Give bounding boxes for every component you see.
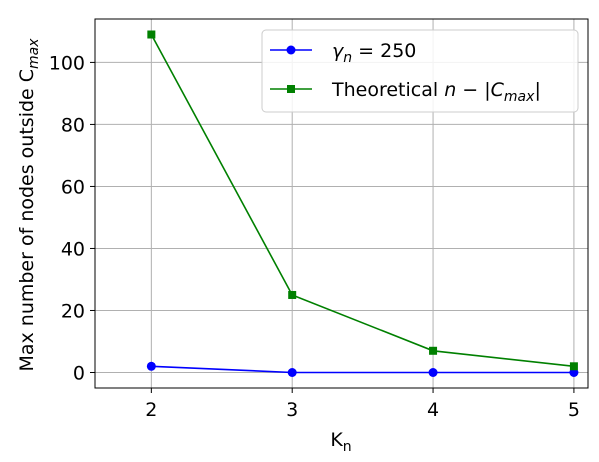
series-layer [146, 30, 579, 377]
data-point [569, 362, 578, 371]
data-point [288, 290, 297, 299]
legend-label-gamma: γn = 250 [332, 40, 416, 66]
y-tick-label: 40 [61, 238, 85, 260]
series-line-0 [151, 365, 574, 374]
legend-marker-gamma [286, 45, 296, 55]
data-point [428, 367, 438, 377]
series-line-1 [150, 34, 575, 368]
legend: γn = 250 Theoretical n − |Cmax| [261, 29, 579, 113]
data-point [287, 367, 297, 377]
x-tick-label: 4 [427, 399, 439, 421]
y-tick-label: 80 [61, 114, 85, 136]
y-tick-label: 20 [61, 300, 85, 322]
y-tick-label: 60 [61, 176, 85, 198]
x-tick-label: 2 [145, 399, 157, 421]
x-tick-label: 5 [568, 399, 580, 421]
legend-box [261, 29, 579, 113]
y-ticks: 0 20 40 60 80 100 [49, 52, 95, 384]
x-axis-label: Kn [330, 429, 351, 455]
data-point [147, 30, 156, 39]
y-axis-label: Max number of nodes outside Cmax [16, 38, 42, 372]
x-ticks: 2 3 4 5 [145, 388, 580, 421]
y-tick-label: 100 [49, 52, 85, 74]
data-point [146, 361, 156, 371]
plot-frame [94, 18, 589, 389]
x-tick-label: 3 [286, 399, 298, 421]
legend-marker-theoretical [287, 85, 295, 93]
data-point [429, 346, 438, 355]
y-tick-label: 0 [73, 362, 85, 384]
